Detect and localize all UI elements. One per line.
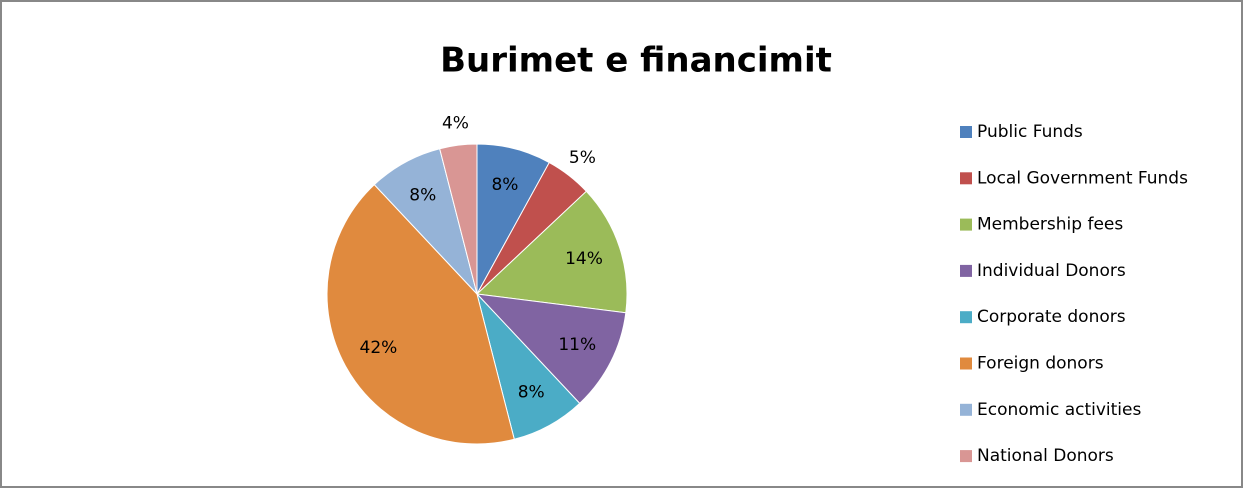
legend-label: Local Government Funds <box>977 168 1188 188</box>
legend-label: Corporate donors <box>977 307 1126 327</box>
data-label: 8% <box>491 175 518 195</box>
pie-slice <box>439 143 478 295</box>
data-label: 11% <box>558 335 596 355</box>
legend-label: National Donors <box>977 446 1114 466</box>
data-label: 42% <box>360 338 398 358</box>
pie-slice <box>475 190 628 314</box>
legend-label: Economic activities <box>977 400 1141 420</box>
legend-swatch <box>960 126 972 138</box>
data-label: 14% <box>565 249 603 269</box>
pie-slice <box>326 183 515 445</box>
legend-swatch <box>960 311 972 324</box>
legend-swatch <box>960 403 972 416</box>
legend-label: Foreign donors <box>977 354 1104 374</box>
legend-swatch <box>960 172 972 185</box>
legend-label: Public Funds <box>977 122 1083 142</box>
legend-swatch <box>960 264 972 277</box>
legend-swatch <box>960 450 972 463</box>
legend-label: Individual Donors <box>977 261 1126 281</box>
data-label: 4% <box>442 113 469 133</box>
data-label: 8% <box>518 383 545 403</box>
legend-swatch <box>960 357 972 370</box>
legend-label: Membership fees <box>977 215 1123 235</box>
data-label: 5% <box>569 148 596 168</box>
data-label: 8% <box>409 185 436 205</box>
chart-title: Burimet e financimit <box>440 41 832 81</box>
legend-swatch <box>960 218 972 231</box>
pie-slice <box>475 293 627 405</box>
